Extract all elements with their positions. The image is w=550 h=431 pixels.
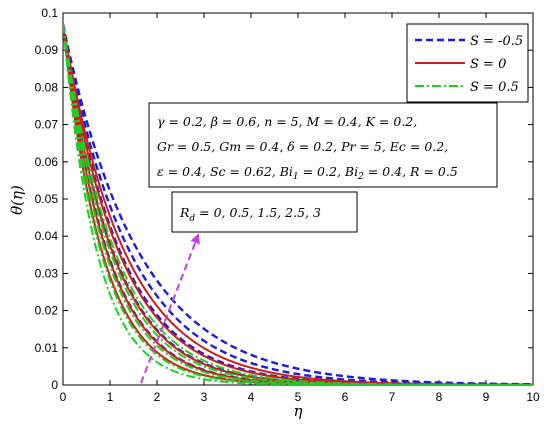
rd-label: Rd = 0, 0.5, 1.5, 2.5, 3: [179, 205, 321, 224]
series-line-2-rd-4: [63, 24, 533, 385]
y-tick-label: 0.01: [35, 341, 59, 355]
legend: S = -0.5 S = 0 S = 0.5: [406, 23, 529, 103]
parameters-box: [148, 102, 498, 188]
y-tick-label: 0.03: [35, 266, 59, 280]
x-tick-label: 4: [248, 390, 255, 404]
x-tick-label: 10: [526, 390, 540, 404]
parameters-line-3: ε = 0.4, Sc = 0.62, Bi1 = 0.2, Bi2 = 0.4…: [157, 164, 458, 182]
y-tick-label: 0.08: [35, 80, 59, 94]
y-tick-label: 0: [51, 378, 58, 392]
y-tick-label: 0.09: [35, 43, 59, 57]
parameters-line-3-sub-1: 1: [293, 172, 299, 182]
rd-label-symbol: R: [179, 205, 189, 220]
parameters-line-3-part-a: ε = 0.4, Sc = 0.62, Bi: [157, 164, 293, 179]
x-tick-label: 8: [436, 390, 443, 404]
x-tick-label: 0: [60, 390, 67, 404]
x-tick-label: 1: [107, 390, 114, 404]
legend-label-s-0: S = 0: [470, 57, 506, 72]
y-tick-label: 0.07: [35, 118, 59, 132]
parameters-line-3-part-b: = 0.2, Bi: [299, 164, 358, 179]
x-axis-label: η: [294, 402, 303, 420]
rd-label-values: = 0, 0.5, 1.5, 2.5, 3: [195, 205, 321, 220]
y-tick-label: 0.06: [35, 155, 59, 169]
parameters-line-2: Gr = 0.5, Gm = 0.4, δ = 0.2, Pr = 5, Ec …: [157, 139, 448, 154]
y-tick-label: 0.05: [35, 192, 59, 206]
x-tick-label: 7: [389, 390, 396, 404]
series-layer: [63, 23, 533, 385]
y-tick-label: 0.04: [35, 229, 59, 243]
x-tick-label: 5: [295, 390, 302, 404]
rd-annotation: Rd = 0, 0.5, 1.5, 2.5, 3: [171, 191, 358, 233]
rd-box: [171, 191, 358, 233]
x-tick-label: 2: [154, 390, 161, 404]
parameters-line-1: γ = 0.2, β = 0.6, n = 5, M = 0.4, K = 0.…: [157, 114, 417, 129]
x-tick-label: 3: [201, 390, 208, 404]
x-tick-label: 6: [342, 390, 349, 404]
y-axis-label: θ(η): [8, 185, 26, 215]
legend-label-s-0-5: S = 0.5: [470, 80, 519, 95]
x-axis-ticks: 0 1 2 3 4 5 6 7 8 9 10: [60, 13, 540, 404]
series-line-0-rd-3: [63, 23, 533, 385]
rd-increase-arrow: [140, 233, 200, 384]
rd-label-subscript: d: [189, 214, 195, 224]
y-tick-label: 0.02: [35, 304, 59, 318]
series-line-2-rd-3: [63, 24, 533, 385]
parameters-line-3-sub-2: 2: [357, 172, 364, 182]
legend-label-s-neg-0-5: S = -0.5: [470, 34, 523, 49]
y-tick-label: 0.1: [41, 6, 58, 20]
parameters-annotation: γ = 0.2, β = 0.6, n = 5, M = 0.4, K = 0.…: [148, 102, 498, 188]
x-tick-label: 9: [483, 390, 490, 404]
y-axis-ticks: 0 0.01 0.02 0.03 0.04 0.05 0.06 0.07 0.08 0.09 0.1: [35, 6, 533, 392]
series-line-0-rd-4: [63, 23, 533, 385]
parameters-line-3-part-c: = 0.4, R = 0.5: [364, 164, 458, 179]
